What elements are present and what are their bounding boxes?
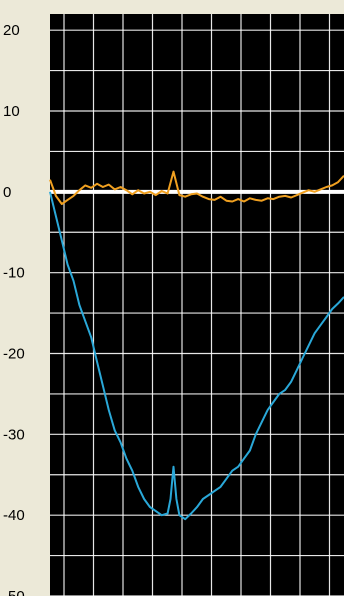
horizontal-gridlines [50, 29, 344, 596]
y-tick-label: -10 [3, 265, 25, 282]
series-line-1 [49, 191, 344, 521]
y-tick-label: -30 [3, 426, 25, 443]
y-tick-label: 20 [3, 22, 20, 39]
y-tick-label: -40 [3, 507, 25, 524]
y-tick-label: 0 [3, 184, 11, 201]
y-axis: 20 10 0 -10 -20 -30 -40 -50 [3, 22, 25, 596]
series-layer [49, 170, 344, 521]
y-tick-label: -50 [3, 588, 25, 596]
y-tick-label: -20 [3, 346, 25, 363]
series-line-0 [49, 170, 344, 205]
y-tick-label: 10 [3, 103, 20, 120]
